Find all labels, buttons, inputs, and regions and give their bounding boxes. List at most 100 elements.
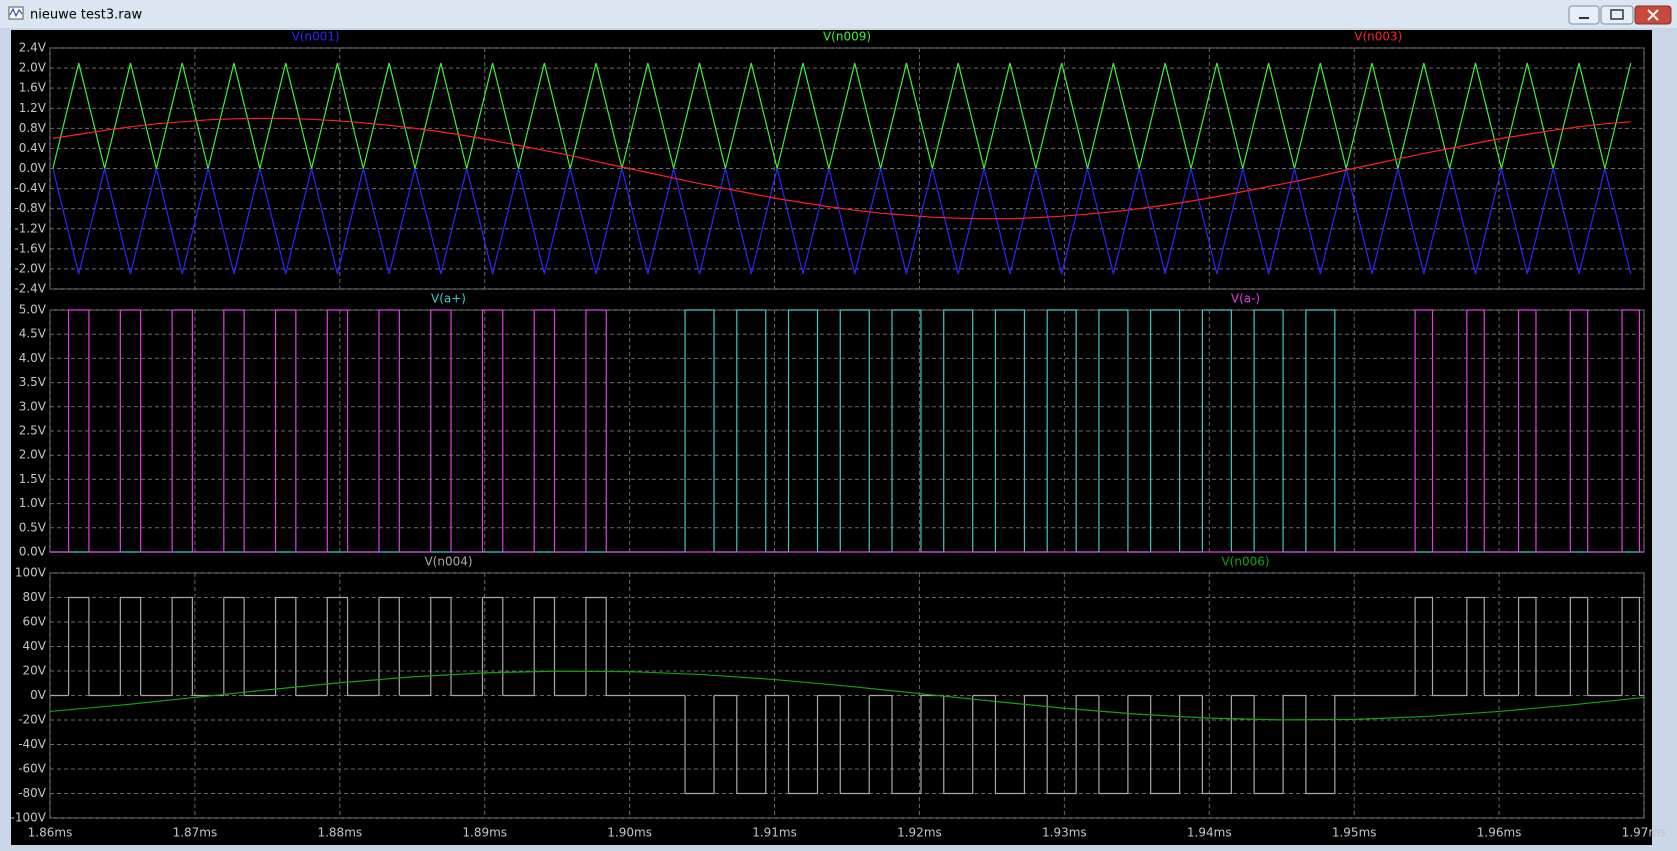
y-tick-label: 2.4V [19, 41, 47, 55]
pulse [1253, 695, 1284, 795]
y-tick-label: 2.0V [19, 61, 47, 75]
pulse [839, 695, 870, 795]
pulse [481, 596, 504, 696]
pulse [1414, 596, 1434, 696]
waveform [52, 62, 1632, 169]
pulse [943, 309, 974, 552]
pulse [1466, 309, 1485, 552]
pulse [1414, 309, 1434, 552]
legend-label: V(n006) [1221, 555, 1269, 569]
y-tick-label: 1.5V [19, 472, 47, 486]
y-tick-label: 2.0V [19, 448, 47, 462]
pulse [481, 309, 504, 552]
close-button[interactable] [1634, 5, 1672, 25]
x-tick-label: 1.86ms [28, 826, 73, 840]
pulse [119, 309, 142, 552]
legend-label: V(n004) [424, 555, 472, 569]
pulse [533, 309, 556, 552]
y-tick-label: -20V [18, 713, 47, 727]
pulse [1201, 695, 1232, 795]
pulse [274, 596, 297, 696]
pulse [533, 596, 556, 696]
y-tick-label: -80V [18, 786, 47, 800]
maximize-button[interactable] [1600, 5, 1634, 25]
pulse [1098, 309, 1129, 552]
y-tick-label: 80V [23, 590, 47, 604]
window-title: nieuwe test3.raw [30, 8, 143, 23]
y-tick-label: 5.0V [19, 303, 47, 317]
pulse [430, 309, 452, 552]
x-tick-label: 1.87ms [173, 826, 218, 840]
y-tick-label: 0.0V [19, 545, 47, 559]
legend-label: V(n001) [292, 30, 340, 44]
y-tick-label: 0.4V [19, 141, 47, 155]
x-tick-label: 1.89ms [462, 826, 507, 840]
pulse [223, 309, 245, 552]
y-tick-label: -1.6V [14, 241, 46, 255]
pulse [1621, 596, 1641, 696]
x-tick-label: 1.91ms [752, 826, 797, 840]
waveform [49, 670, 1645, 721]
pulse [1569, 596, 1589, 696]
y-tick-label: -60V [18, 762, 47, 776]
pulse [1098, 695, 1129, 795]
pulse [171, 309, 193, 552]
pulse [326, 596, 349, 696]
pulse [68, 596, 90, 696]
y-tick-label: 0.5V [19, 520, 47, 534]
x-tick-label: 1.94ms [1187, 826, 1232, 840]
y-tick-label: 1.6V [19, 81, 47, 95]
pulse [1569, 309, 1589, 552]
y-tick-label: 4.0V [19, 351, 47, 365]
minimize-button[interactable] [1568, 5, 1600, 25]
pulse [736, 309, 767, 552]
legend-label: V(n009) [823, 30, 871, 44]
pulse [891, 309, 922, 552]
waveform [52, 168, 1632, 275]
pulse [68, 309, 90, 552]
pulse [585, 596, 607, 696]
pulse [994, 309, 1026, 552]
pulse [119, 596, 142, 696]
pulse [1150, 695, 1181, 795]
y-tick-label: 0.0V [19, 161, 47, 175]
pulse [943, 695, 974, 795]
pulse [378, 596, 400, 696]
y-tick-label: 1.2V [19, 101, 47, 115]
pulse [1466, 596, 1485, 696]
pulse [787, 695, 819, 795]
y-tick-label: -1.2V [14, 221, 46, 235]
pulse [430, 596, 452, 696]
pulse [787, 309, 819, 552]
y-tick-label: 0.8V [19, 121, 47, 135]
y-tick-label: -2.4V [14, 282, 46, 296]
plot-area [49, 309, 1645, 553]
pulse [326, 309, 349, 552]
y-tick-label: 0V [30, 688, 47, 702]
pulse [171, 596, 193, 696]
x-tick-label: 1.96ms [1477, 826, 1522, 840]
pulse [1305, 695, 1336, 795]
pulse [1150, 309, 1181, 552]
pulse [585, 309, 607, 552]
pulse [1253, 309, 1284, 552]
pulse [1201, 309, 1232, 552]
x-tick-label: 1.92ms [897, 826, 942, 840]
pulse [684, 309, 715, 552]
y-tick-label: 1.0V [19, 496, 47, 510]
x-tick-label: 1.90ms [607, 826, 652, 840]
pulse [223, 596, 245, 696]
y-tick-label: 3.5V [19, 375, 47, 389]
pulse [378, 309, 400, 552]
x-tick-label: 1.95ms [1332, 826, 1377, 840]
y-tick-label: -0.8V [14, 201, 46, 215]
pulse [274, 309, 297, 552]
pulse [736, 695, 767, 795]
pulse [1046, 695, 1077, 795]
y-tick-label: -0.4V [14, 181, 46, 195]
legend-label: V(a-) [1231, 292, 1260, 306]
y-tick-label: 3.0V [19, 399, 47, 413]
pulse [891, 695, 922, 795]
x-tick-label: 1.97ms [1622, 826, 1667, 840]
